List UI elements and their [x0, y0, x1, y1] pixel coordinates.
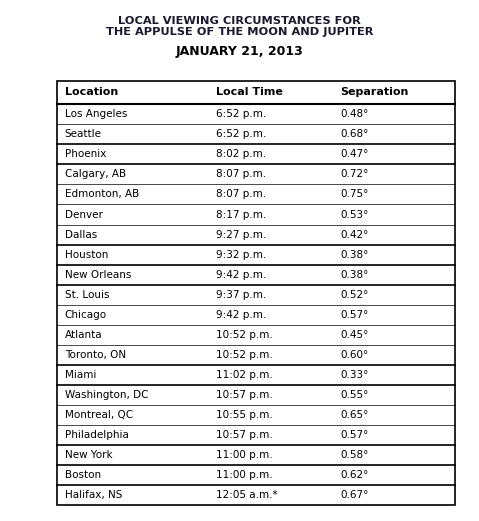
Text: 6:52 p.m.: 6:52 p.m. — [216, 109, 266, 119]
Text: 0.55°: 0.55° — [340, 390, 368, 400]
Text: Location: Location — [65, 88, 118, 97]
Text: Dallas: Dallas — [65, 230, 97, 240]
Text: 8:07 p.m.: 8:07 p.m. — [216, 169, 266, 179]
Text: St. Louis: St. Louis — [65, 290, 109, 300]
Text: 0.68°: 0.68° — [340, 129, 368, 139]
Text: New York: New York — [65, 450, 112, 460]
Text: Toronto, ON: Toronto, ON — [65, 350, 126, 360]
Text: Houston: Houston — [65, 250, 108, 259]
Text: New Orleans: New Orleans — [65, 270, 131, 280]
Text: 6:52 p.m.: 6:52 p.m. — [216, 129, 266, 139]
Text: 9:42 p.m.: 9:42 p.m. — [216, 270, 266, 280]
Text: 0.72°: 0.72° — [340, 169, 368, 179]
Text: 9:32 p.m.: 9:32 p.m. — [216, 250, 266, 259]
Text: 0.57°: 0.57° — [340, 430, 368, 440]
Text: 11:02 p.m.: 11:02 p.m. — [216, 370, 272, 380]
Text: 0.48°: 0.48° — [340, 109, 368, 119]
Text: Montreal, QC: Montreal, QC — [65, 410, 133, 420]
Text: 9:27 p.m.: 9:27 p.m. — [216, 230, 266, 240]
Text: JANUARY 21, 2013: JANUARY 21, 2013 — [176, 45, 303, 58]
Text: 10:55 p.m.: 10:55 p.m. — [216, 410, 272, 420]
Text: Halifax, NS: Halifax, NS — [65, 490, 122, 500]
Text: 0.33°: 0.33° — [340, 370, 368, 380]
Text: 10:52 p.m.: 10:52 p.m. — [216, 330, 272, 340]
Text: Philadelphia: Philadelphia — [65, 430, 128, 440]
Text: 0.45°: 0.45° — [340, 330, 368, 340]
Text: 8:07 p.m.: 8:07 p.m. — [216, 190, 266, 200]
Text: 0.38°: 0.38° — [340, 250, 368, 259]
Text: 0.60°: 0.60° — [340, 350, 368, 360]
Text: 11:00 p.m.: 11:00 p.m. — [216, 470, 272, 480]
Text: 8:02 p.m.: 8:02 p.m. — [216, 150, 266, 159]
Text: 10:52 p.m.: 10:52 p.m. — [216, 350, 272, 360]
Text: 0.67°: 0.67° — [340, 490, 368, 500]
Text: 0.47°: 0.47° — [340, 150, 368, 159]
Text: Atlanta: Atlanta — [65, 330, 103, 340]
Text: 12:05 a.m.*: 12:05 a.m.* — [216, 490, 277, 500]
Text: 0.42°: 0.42° — [340, 230, 368, 240]
Text: 0.57°: 0.57° — [340, 310, 368, 320]
Text: Chicago: Chicago — [65, 310, 107, 320]
Text: Washington, DC: Washington, DC — [65, 390, 148, 400]
Text: Edmonton, AB: Edmonton, AB — [65, 190, 139, 200]
Text: Calgary, AB: Calgary, AB — [65, 169, 126, 179]
Text: Local Time: Local Time — [216, 88, 283, 97]
Text: Denver: Denver — [65, 209, 103, 219]
Text: 9:42 p.m.: 9:42 p.m. — [216, 310, 266, 320]
Text: THE APPULSE OF THE MOON AND JUPITER: THE APPULSE OF THE MOON AND JUPITER — [106, 27, 373, 37]
Text: 0.75°: 0.75° — [340, 190, 368, 200]
Text: Phoenix: Phoenix — [65, 150, 106, 159]
Text: 0.65°: 0.65° — [340, 410, 368, 420]
Text: LOCAL VIEWING CIRCUMSTANCES FOR: LOCAL VIEWING CIRCUMSTANCES FOR — [118, 16, 361, 26]
Text: Miami: Miami — [65, 370, 96, 380]
Text: 0.62°: 0.62° — [340, 470, 368, 480]
Text: Seattle: Seattle — [65, 129, 102, 139]
Text: 0.38°: 0.38° — [340, 270, 368, 280]
Text: 10:57 p.m.: 10:57 p.m. — [216, 430, 272, 440]
Text: 11:00 p.m.: 11:00 p.m. — [216, 450, 272, 460]
Text: Los Angeles: Los Angeles — [65, 109, 127, 119]
Text: 10:57 p.m.: 10:57 p.m. — [216, 390, 272, 400]
Text: 9:37 p.m.: 9:37 p.m. — [216, 290, 266, 300]
Text: 0.53°: 0.53° — [340, 209, 368, 219]
Text: 0.52°: 0.52° — [340, 290, 368, 300]
Text: Boston: Boston — [65, 470, 101, 480]
Text: 8:17 p.m.: 8:17 p.m. — [216, 209, 266, 219]
Text: 0.58°: 0.58° — [340, 450, 368, 460]
Text: Separation: Separation — [340, 88, 409, 97]
